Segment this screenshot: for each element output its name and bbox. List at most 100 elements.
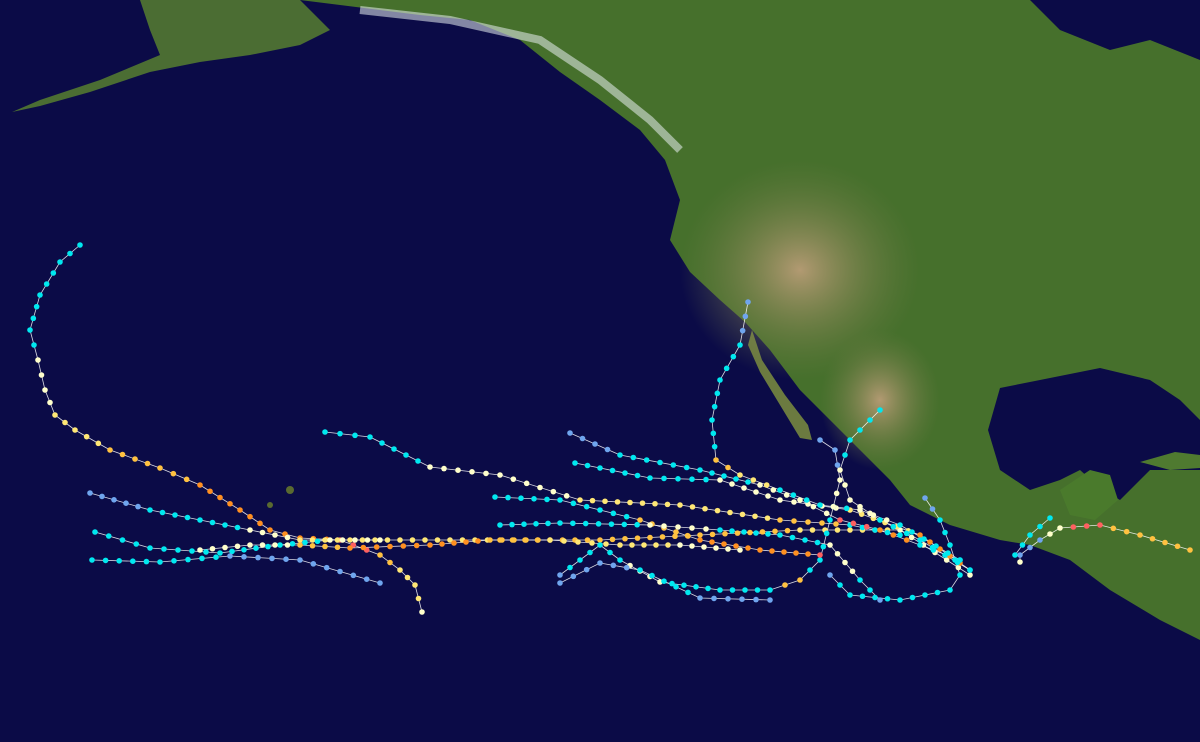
storm-tracks xyxy=(27,242,1193,615)
track-point xyxy=(697,537,703,543)
track-point xyxy=(937,517,943,523)
track-point xyxy=(791,518,797,524)
track-point xyxy=(547,537,553,543)
track-point xyxy=(537,484,543,491)
track-point xyxy=(197,517,203,523)
track-point xyxy=(347,537,353,543)
track-point xyxy=(747,529,753,536)
track-point xyxy=(67,250,73,257)
track-point xyxy=(617,557,623,563)
track-point xyxy=(737,547,743,553)
track-point xyxy=(737,472,743,478)
track-point xyxy=(711,403,718,410)
track-point xyxy=(52,412,58,418)
track-point xyxy=(130,558,136,564)
land-baja xyxy=(748,330,812,440)
track-point xyxy=(725,464,731,471)
track-point xyxy=(827,542,833,548)
track-point xyxy=(641,542,647,548)
track-point xyxy=(563,493,570,499)
track-point xyxy=(227,553,233,559)
track-point xyxy=(847,497,853,503)
track-point xyxy=(350,572,357,579)
track-point xyxy=(511,537,517,543)
track-point xyxy=(523,537,529,543)
track-point xyxy=(673,584,679,590)
track-point xyxy=(877,597,883,603)
track-point xyxy=(725,546,731,552)
track-point xyxy=(1012,552,1018,558)
track-point xyxy=(669,580,675,587)
track-point xyxy=(750,477,757,483)
track-point xyxy=(119,451,126,458)
track-point xyxy=(922,495,928,501)
track-point xyxy=(544,496,550,503)
track-point xyxy=(427,464,433,470)
track-point xyxy=(597,542,603,548)
track-point xyxy=(757,482,763,488)
track-point xyxy=(767,597,773,603)
track-point xyxy=(157,465,163,471)
track-point xyxy=(842,452,848,458)
track-point xyxy=(197,482,203,488)
track-point xyxy=(207,488,213,495)
track-point xyxy=(817,502,823,508)
track-point xyxy=(172,512,178,518)
track-point xyxy=(359,537,366,543)
track-point xyxy=(1174,543,1181,550)
track-point xyxy=(352,432,358,439)
track-point xyxy=(817,557,823,563)
track-point xyxy=(413,542,420,549)
track-point xyxy=(665,542,671,548)
track-point xyxy=(657,459,663,466)
track-point xyxy=(334,537,341,543)
track-point xyxy=(143,558,150,565)
track-point xyxy=(241,554,247,560)
track-point xyxy=(422,537,428,543)
track-point xyxy=(209,545,216,552)
track-point xyxy=(634,521,640,528)
track-point xyxy=(849,568,856,575)
track-point xyxy=(947,542,953,548)
track-point xyxy=(587,549,593,556)
track-point xyxy=(859,524,866,531)
track-point xyxy=(102,557,109,564)
track-point xyxy=(863,523,870,530)
track-point xyxy=(391,446,397,452)
track-point xyxy=(714,390,721,397)
land-cuba xyxy=(1140,452,1200,470)
track-point xyxy=(832,447,838,453)
track-point xyxy=(255,554,261,561)
track-point xyxy=(967,572,973,578)
track-point xyxy=(623,564,630,571)
track-point xyxy=(823,530,830,537)
track-point xyxy=(1083,523,1090,529)
track-point xyxy=(92,529,98,535)
track-point xyxy=(203,549,209,555)
track-point xyxy=(909,529,915,535)
track-point xyxy=(253,545,259,551)
track-point xyxy=(607,549,613,556)
track-point xyxy=(805,551,811,557)
track-point xyxy=(415,595,422,602)
track-point xyxy=(872,527,878,533)
track-point xyxy=(35,357,41,363)
track-point xyxy=(1057,525,1063,531)
track-point xyxy=(234,543,241,550)
track-point xyxy=(717,587,723,593)
track-point xyxy=(652,500,658,507)
track-point xyxy=(289,540,296,547)
track-point xyxy=(1017,559,1023,565)
track-point xyxy=(570,500,577,507)
track-point xyxy=(777,532,783,538)
track-point xyxy=(709,470,715,476)
track-point xyxy=(942,529,948,536)
track-point xyxy=(897,597,903,603)
track-point xyxy=(805,519,811,525)
track-point xyxy=(377,580,383,586)
land-yucatan xyxy=(1060,470,1118,520)
track-point xyxy=(373,544,380,550)
track-point xyxy=(309,542,316,549)
track-point xyxy=(754,587,761,593)
track-point xyxy=(237,507,243,513)
